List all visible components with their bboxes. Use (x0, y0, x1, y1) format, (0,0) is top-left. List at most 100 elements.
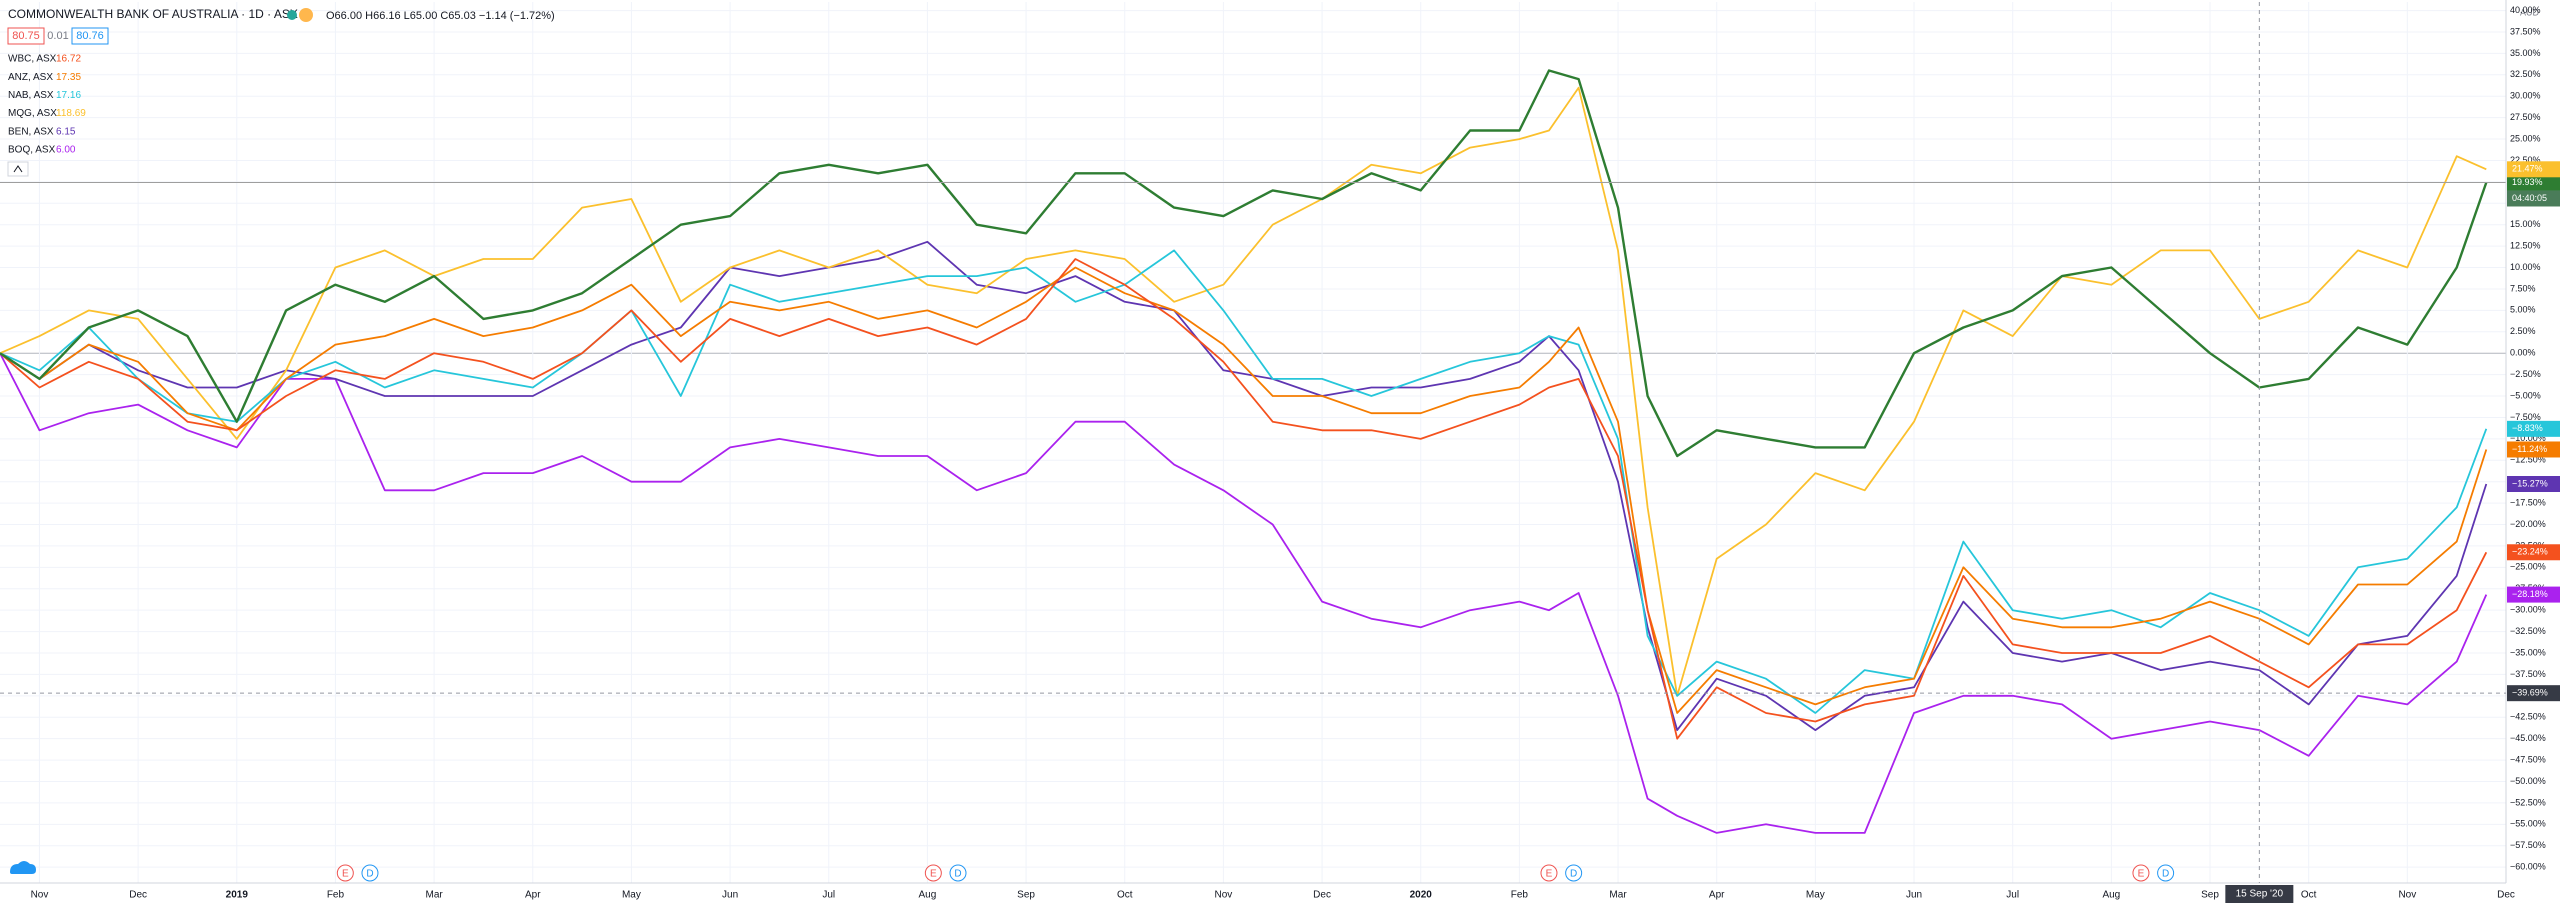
x-tick-label: Mar (425, 890, 443, 901)
y-tick-label: −7.50% (2510, 412, 2541, 422)
y-tick-label: −42.50% (2510, 712, 2546, 722)
last-value-badge (2507, 420, 2560, 437)
event-label[interactable]: D (366, 869, 373, 880)
x-tick-label: Oct (1117, 890, 1133, 901)
x-tick-label: 2019 (226, 890, 249, 901)
countdown: 04:40:05 (2512, 193, 2547, 203)
event-label[interactable]: E (930, 869, 937, 880)
last-value-label: −11.24% (2512, 444, 2547, 454)
series-line (0, 266, 2488, 714)
y-tick-label: 7.50% (2510, 283, 2536, 293)
event-marker[interactable] (949, 864, 967, 882)
event-marker[interactable] (2157, 864, 2175, 882)
y-tick-label: −52.50% (2510, 797, 2546, 807)
grid (0, 2, 2507, 883)
y-tick-label: −47.50% (2510, 754, 2546, 764)
event-marker[interactable] (1540, 864, 1558, 882)
x-tick-label: Apr (525, 890, 541, 901)
y-tick-label: −55.00% (2510, 819, 2546, 829)
last-value-badge (2507, 174, 2560, 191)
x-tick-label: Apr (1709, 890, 1725, 901)
last-value-label: −15.27% (2512, 478, 2548, 488)
legend-price: 6.15 (56, 126, 76, 137)
collapse-icon[interactable] (13, 165, 23, 173)
series-line (0, 249, 2488, 714)
event-marker[interactable] (1565, 864, 1583, 882)
crosshair-y-label: −39.69% (2512, 688, 2548, 698)
currency: AUD (2520, 7, 2540, 17)
series-line (0, 258, 2488, 740)
event-label[interactable]: D (1570, 869, 1577, 880)
y-tick-label: −60.00% (2510, 862, 2546, 872)
event-label[interactable]: D (2162, 869, 2169, 880)
overlay: COMMONWEALTH BANK OF AUSTRALIA · 1D · AS… (0, 2, 2540, 883)
last-value-badge (2507, 161, 2560, 178)
time-axis (0, 883, 2560, 906)
y-tick-label: 0.00% (2510, 348, 2536, 358)
last-value-badge (2507, 476, 2560, 493)
legend-price: 17.35 (56, 72, 81, 83)
x-tick-label: Jun (1906, 890, 1922, 901)
series-line (0, 240, 2488, 731)
x-tick-label: May (1806, 890, 1825, 901)
x-tick-label: Nov (2398, 890, 2416, 901)
last-value-label: −23.24% (2512, 547, 2548, 557)
y-tick-label: −25.00% (2510, 562, 2546, 572)
last-value-badge (2507, 544, 2560, 561)
x-tick-label: Jun (722, 890, 738, 901)
last-value-label: −8.83% (2512, 423, 2543, 433)
y-tick-label: −2.50% (2510, 369, 2541, 379)
y-tick-label: 27.50% (2510, 112, 2541, 122)
y-tick-label: 12.50% (2510, 241, 2541, 251)
event-marker[interactable] (336, 864, 354, 882)
y-tick-label: 35.00% (2510, 48, 2541, 58)
x-tick-label: Sep (1017, 890, 1035, 901)
legend-price: 118.69 (56, 108, 86, 119)
legend-name: BEN, ASX (8, 126, 54, 137)
ohlc: O66.00 H66.16 L65.00 C65.03 −1.14 (−1.72… (326, 10, 555, 22)
legend-name: BOQ, ASX (8, 145, 56, 156)
x-tick-label: 2020 (1410, 890, 1433, 901)
sell-price[interactable]: 80.75 (12, 30, 40, 42)
y-tick-label: −35.00% (2510, 647, 2546, 657)
y-tick-label: 30.00% (2510, 91, 2541, 101)
collapse-button[interactable] (7, 161, 29, 177)
y-tick-label: −12.50% (2510, 455, 2546, 465)
sell-button[interactable] (7, 27, 45, 45)
event-label[interactable]: D (954, 869, 961, 880)
x-tick-label: Nov (1215, 890, 1233, 901)
y-tick-label: −45.00% (2510, 733, 2546, 743)
last-value-label: 19.93% (2512, 177, 2543, 187)
x-tick-label: Oct (2301, 890, 2317, 901)
buy-price[interactable]: 80.76 (76, 30, 104, 42)
event-marker[interactable] (361, 864, 379, 882)
event-label[interactable]: E (1546, 869, 1553, 880)
last-value-badge (2507, 441, 2560, 458)
status-dot (287, 10, 297, 20)
x-tick-label: Feb (327, 890, 345, 901)
status-badge (299, 8, 313, 22)
y-tick-label: −17.50% (2510, 497, 2546, 507)
x-tick-label: Dec (129, 890, 147, 901)
last-value-badge (2507, 586, 2560, 603)
event-marker[interactable] (924, 864, 942, 882)
buy-button[interactable] (71, 27, 109, 45)
x-tick-label: Sep (2201, 890, 2219, 901)
y-tick-label: −5.00% (2510, 390, 2541, 400)
legend-name: MQG, ASX (8, 108, 57, 119)
x-tick-label: May (622, 890, 641, 901)
countdown-badge (2507, 190, 2560, 207)
event-label[interactable]: E (2138, 869, 2145, 880)
y-tick-label: −30.00% (2510, 605, 2546, 615)
x-tick-label: Dec (2497, 890, 2515, 901)
event-label[interactable]: E (342, 869, 349, 880)
y-tick-label: −37.50% (2510, 669, 2546, 679)
chart-title: COMMONWEALTH BANK OF AUSTRALIA · 1D · AS… (8, 7, 298, 21)
event-marker[interactable] (2132, 864, 2150, 882)
x-tick-label: Aug (919, 890, 937, 901)
crosshair-x-badge (2225, 885, 2294, 903)
last-value-label: −28.18% (2512, 589, 2548, 599)
legend-name: ANZ, ASX (8, 72, 53, 83)
legend-price: 16.72 (56, 54, 81, 65)
